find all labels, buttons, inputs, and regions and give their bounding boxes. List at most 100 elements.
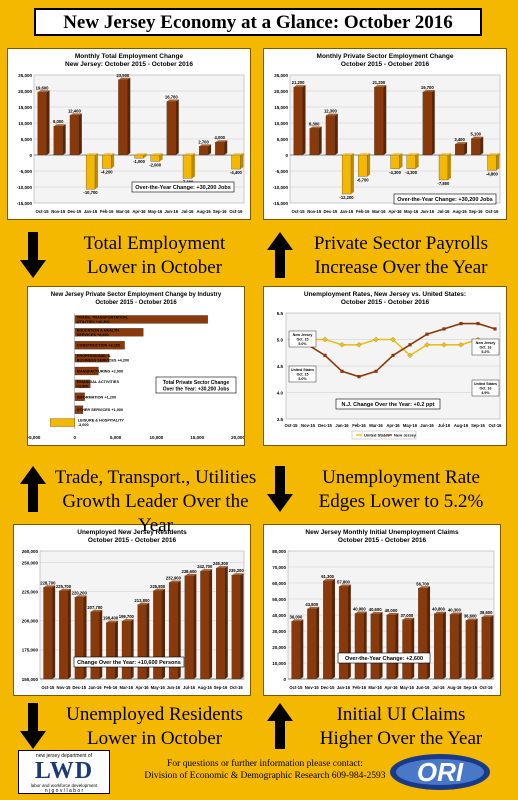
data-label: 12,300 <box>324 109 337 114</box>
data-label: 232,900 <box>166 576 182 581</box>
annotation-text: 5.0% <box>298 377 307 381</box>
bar <box>168 582 178 680</box>
x-tick-label: Aug-16 <box>198 685 213 690</box>
category-label: INFORMATION +1,200 <box>77 395 116 399</box>
data-label: 2,700 <box>198 139 209 144</box>
bar-side <box>318 126 322 155</box>
data-label: -1,000 <box>133 159 146 164</box>
annotation-box <box>288 365 317 383</box>
x-tick-label: Feb-16 <box>356 209 370 214</box>
bar-top <box>402 617 415 620</box>
caption-line: Unemployment Rate <box>322 467 480 488</box>
bar-top <box>86 153 98 155</box>
data-label: 220,200 <box>72 590 88 595</box>
series-marker <box>407 352 413 359</box>
x-tick-label: Nov-15 <box>301 423 316 428</box>
x-tick-label: Mar-16 <box>120 685 134 690</box>
bar-top <box>183 153 195 155</box>
x-tick-label: Sep-16 <box>213 209 227 214</box>
x-tick-label: Nov-15 <box>305 685 320 690</box>
data-label: 16,700 <box>165 95 178 100</box>
bar-side <box>224 140 228 155</box>
bar <box>150 154 160 162</box>
bar <box>338 586 348 680</box>
bar-side <box>490 615 494 679</box>
bar-top <box>102 153 115 155</box>
bar-side <box>208 144 212 155</box>
x-tick-label: Jun-16 <box>165 209 179 214</box>
data-label: 40,600 <box>369 607 382 612</box>
contact-line: For questions or further information ple… <box>167 759 363 769</box>
bar-side <box>411 617 415 679</box>
y-tick-label: 175,000 <box>22 648 39 653</box>
bar <box>74 366 99 376</box>
category-label: OTHER SERVICES +1,000 <box>77 408 123 412</box>
bar <box>134 154 144 159</box>
x-tick-label: Apr-16 <box>384 685 398 690</box>
category-label: SERVICES +8,400 <box>77 333 109 337</box>
bar <box>74 328 144 337</box>
caption-line: Increase Over the Year <box>314 257 488 278</box>
bar-side <box>458 612 462 679</box>
data-label: 228,700 <box>40 580 56 585</box>
x-tick-label: May-16 <box>148 209 163 214</box>
caption-line: Lower in October <box>86 257 223 278</box>
bar <box>487 154 497 171</box>
x-tick-label: 15,000 <box>190 435 204 440</box>
chart-panel-industry: New Jersey Private Sector Employment Cha… <box>27 286 245 446</box>
up-arrow-icon <box>267 232 293 278</box>
y-tick-label: 15,000 <box>18 105 32 110</box>
series-marker <box>441 342 447 348</box>
y-tick-label: 4.0 <box>277 390 284 395</box>
x-tick-label: Nov-15 <box>51 209 66 214</box>
bar-side <box>62 124 66 155</box>
y-tick-label: 20,000 <box>18 89 32 94</box>
bar <box>50 418 75 427</box>
category-label: -3,000 <box>78 423 89 427</box>
contact-line: Division of Economic & Demographic Resea… <box>144 771 386 781</box>
bar-top <box>293 85 306 88</box>
bar <box>231 154 241 170</box>
data-label: 199,700 <box>119 614 135 619</box>
bar-side <box>94 153 98 190</box>
chart-ui-claims: New Jersey Monthly Initial Unemployment … <box>272 529 495 690</box>
bar <box>166 101 176 156</box>
data-label: 8,300 <box>309 121 320 126</box>
bar <box>121 621 131 680</box>
bar-side <box>363 611 367 679</box>
x-tick-label: Dec-15 <box>318 423 332 428</box>
bar <box>53 126 63 156</box>
bar-side <box>240 573 244 679</box>
chart-subtitle: October 2015 - October 2016 <box>338 537 427 544</box>
legend-label: United States <box>364 433 390 438</box>
annotation-text: New Jersey <box>476 341 496 345</box>
bar-side <box>316 606 320 679</box>
x-tick-label: May-16 <box>400 685 415 690</box>
bar-top <box>339 584 351 587</box>
bar-top <box>406 153 419 155</box>
x-tick-label: Jul-16 <box>438 423 451 428</box>
series-marker <box>493 327 497 331</box>
bar-top <box>121 619 134 622</box>
category-label: +1,900 <box>77 384 89 388</box>
x-tick-label: Oct-15 <box>36 209 50 214</box>
bar-top <box>200 569 213 572</box>
x-tick-label: Aug-16 <box>447 685 462 690</box>
bar-side <box>111 153 115 169</box>
bar-top <box>487 153 500 155</box>
x-tick-label: Mar-16 <box>116 209 130 214</box>
bar-top <box>153 588 166 591</box>
y-tick-label: -5,000 <box>275 169 288 174</box>
caption-line: Higher Over the Year <box>319 728 483 749</box>
caption-line: Edges Lower to 5.2% <box>318 491 484 512</box>
series-marker <box>408 343 412 347</box>
bar <box>418 588 428 680</box>
x-tick-label: Apr-16 <box>132 209 146 214</box>
annotation-box <box>337 652 431 664</box>
down-arrow-icon <box>20 232 46 278</box>
y-tick-label: 25,000 <box>274 73 288 78</box>
bar-top <box>43 585 56 588</box>
data-label: 43,800 <box>305 602 318 607</box>
y-tick-label: 40,000 <box>272 613 286 618</box>
caption-line: Total Employment <box>83 233 226 254</box>
